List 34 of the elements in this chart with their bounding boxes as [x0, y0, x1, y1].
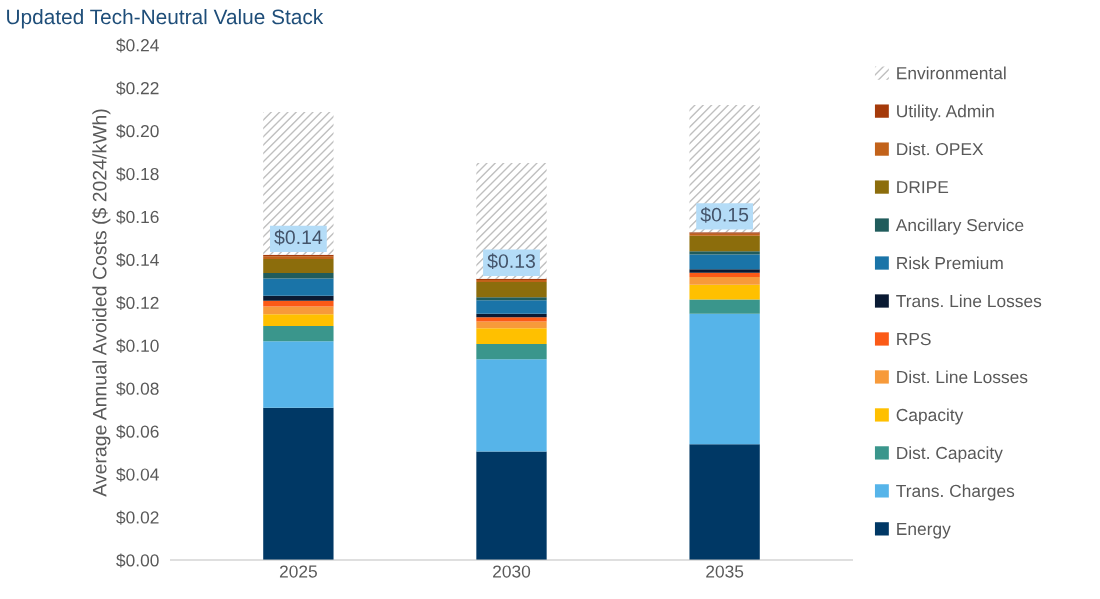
legend-label: Dist. Capacity: [897, 446, 1003, 463]
y-tick-label: $0.02: [116, 510, 159, 525]
y-tick-label: $0.12: [116, 295, 159, 310]
total-label: $0.14: [274, 229, 323, 246]
y-tick-label: $0.14: [116, 253, 159, 268]
legend-label: Trans. Line Losses: [896, 294, 1042, 308]
legend-label: DRIPE: [897, 181, 949, 194]
x-tick-label: 2025: [279, 565, 317, 578]
legend-label: Trans. Charges: [896, 484, 1015, 501]
chart-title: Updated Tech-Neutral Value Stack: [7, 8, 324, 29]
legend-label: Dist. OPEX: [897, 142, 984, 156]
legend-label: Ancillary Service: [895, 218, 1024, 235]
legend-label: Utility. Admin: [897, 104, 994, 121]
x-tick-label: 2035: [706, 565, 744, 578]
y-tick-label: $0.04: [116, 467, 159, 482]
y-tick-label: $0.08: [116, 381, 159, 396]
legend-label: RPS: [897, 332, 931, 346]
y-axis-title: Average Annual Avoided Costs ($ 2024/kWh): [91, 109, 111, 497]
total-label: $0.13: [487, 253, 535, 270]
y-tick-label: $0.22: [116, 81, 159, 96]
legend-label: Capacity: [896, 408, 964, 425]
total-label: $0.15: [700, 207, 749, 223]
y-tick-label: $0.06: [116, 424, 159, 439]
y-tick-label: $0.10: [116, 338, 159, 353]
legend-label: Energy: [897, 522, 951, 539]
y-tick-label: $0.16: [116, 210, 159, 225]
y-tick-label: $0.24: [116, 38, 159, 53]
x-tick-label: 2030: [493, 565, 531, 578]
y-tick-label: $0.20: [116, 124, 159, 139]
y-tick-label: $0.00: [116, 553, 159, 568]
legend-label: Dist. Line Losses: [897, 370, 1028, 384]
legend-label: Risk Premium: [897, 256, 1003, 270]
legend-label: Environmental: [897, 66, 1006, 80]
y-tick-label: $0.18: [116, 167, 159, 182]
